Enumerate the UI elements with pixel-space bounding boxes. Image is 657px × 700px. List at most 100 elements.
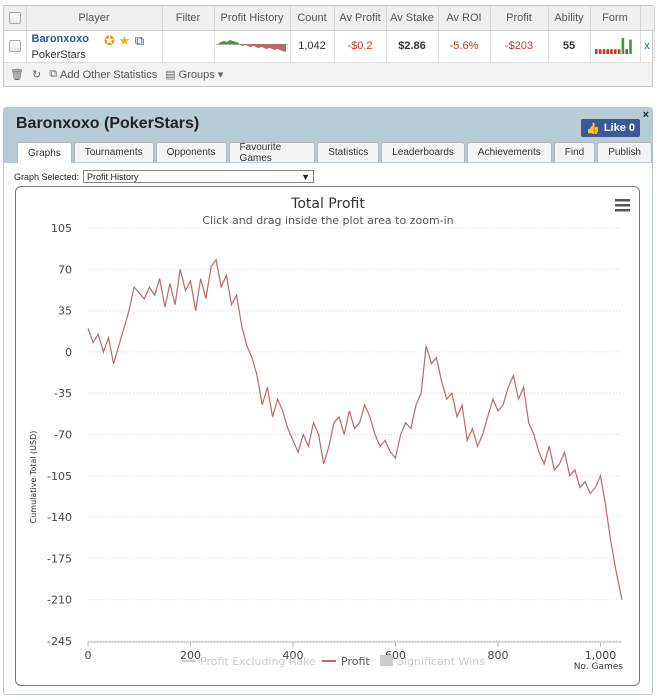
- form-bar: [602, 48, 606, 54]
- form-bar: [617, 48, 621, 54]
- form-bar: [625, 48, 628, 54]
- header-profit[interactable]: Profit: [490, 6, 549, 31]
- header-ability[interactable]: Ability: [548, 6, 591, 31]
- profit-history-cell: [214, 30, 291, 62]
- export-icon[interactable]: ⧉: [134, 32, 145, 48]
- header-player[interactable]: Player: [26, 6, 163, 31]
- legend-item-profit[interactable]: Profit: [322, 655, 370, 668]
- tab-graphs[interactable]: Graphs: [17, 142, 72, 163]
- chart-legend: Profit Excluding Rake Profit Significant…: [182, 655, 485, 668]
- tab-tournaments[interactable]: Tournaments: [73, 142, 154, 162]
- form-bar: [598, 48, 602, 54]
- player-stats-table: Player Filter Profit History Count Av Pr…: [3, 5, 655, 87]
- form-bar: [629, 39, 632, 54]
- award-icon: ✪: [104, 32, 115, 48]
- table-row: Baronxoxo PokerStars ✪ ★ ⧉: [4, 30, 655, 62]
- y-tick-label: -175: [47, 552, 72, 565]
- player-name-link[interactable]: Baronxoxo: [31, 32, 89, 45]
- header-av-profit[interactable]: Av Profit: [334, 6, 387, 31]
- stats-grid: Player Filter Profit History Count Av Pr…: [4, 6, 655, 62]
- chart-menu-icon[interactable]: [615, 199, 630, 212]
- legend-label-profit: Profit: [341, 655, 370, 668]
- close-icon[interactable]: ×: [642, 109, 649, 121]
- graph-selected-label: Graph Selected:: [14, 171, 80, 182]
- x-tick-label: 1,000: [585, 649, 617, 662]
- filter-cell[interactable]: [162, 30, 215, 62]
- stats-toolbar: 🗑 ↻ ⧉ Add Other Statistics ▤ Groups ▾: [4, 62, 652, 86]
- y-tick-label: -245: [47, 635, 72, 648]
- y-axis-label: Cumulative Total (USD): [29, 431, 38, 524]
- row-checkbox[interactable]: [4, 30, 27, 62]
- tab-favourite-games[interactable]: Favourite Games: [228, 142, 316, 164]
- groups-label: Groups: [178, 68, 215, 81]
- player-badges: ✪ ★ ⧉: [103, 32, 147, 48]
- graph-selector: Graph Selected: Profit History ▼: [14, 170, 315, 183]
- x-tick-label: 200: [180, 649, 201, 662]
- graph-select-value: Profit History: [87, 171, 139, 182]
- count-cell: 1,042: [290, 30, 335, 62]
- header-filter[interactable]: Filter: [162, 6, 215, 31]
- y-tick-label: -140: [47, 511, 72, 524]
- page-title: Baronxoxo (PokerStars): [16, 115, 200, 132]
- graph-select[interactable]: Profit History ▼: [83, 170, 315, 183]
- player-site: PokerStars: [31, 48, 86, 61]
- av-stake-cell: $2.86: [386, 30, 439, 62]
- groups-dropdown[interactable]: ▤ Groups ▾: [165, 68, 224, 82]
- header-count[interactable]: Count: [290, 6, 335, 31]
- header-profit-history[interactable]: Profit History: [214, 6, 291, 31]
- legend-item-significant-wins[interactable]: Significant Wins: [380, 655, 485, 668]
- ability-cell: 55: [548, 30, 591, 62]
- star-icon[interactable]: ★: [118, 32, 131, 48]
- add-stats-icon: ⧉: [49, 68, 58, 80]
- form-bar: [614, 48, 617, 54]
- y-tick-label: 0: [65, 346, 72, 359]
- tab-find[interactable]: Find: [553, 142, 596, 162]
- remove-row-link[interactable]: x: [640, 30, 655, 62]
- form-chart: [595, 37, 632, 54]
- form-bar: [610, 48, 613, 54]
- player-panel: Baronxoxo (PokerStars) × 👍 Like 0 Graphs…: [3, 107, 653, 695]
- y-tick-label: -70: [54, 429, 72, 442]
- legend-label-profit-excluding-rake: Profit Excluding Rake: [200, 655, 316, 668]
- total-profit-chart[interactable]: Total Profit Click and drag inside the p…: [16, 187, 640, 686]
- add-other-statistics-button[interactable]: ⧉ Add Other Statistics: [49, 68, 157, 81]
- legend-item-profit-excluding-rake[interactable]: Profit Excluding Rake: [182, 655, 316, 668]
- panel-header: Baronxoxo (PokerStars) × 👍 Like 0 Graphs…: [4, 108, 652, 164]
- add-stats-label: Add Other Statistics: [60, 68, 158, 81]
- y-tick-label: 70: [58, 263, 72, 276]
- x-tick-label: 800: [487, 649, 508, 662]
- x-axis-label: No. Games: [574, 662, 624, 672]
- chart-container[interactable]: Total Profit Click and drag inside the p…: [15, 186, 640, 686]
- profit-cell: -$203: [490, 30, 549, 62]
- profit-series-line: [87, 258, 623, 600]
- header-form[interactable]: Form: [590, 6, 641, 31]
- y-tick-label: -105: [47, 470, 72, 483]
- y-tick-label: 105: [51, 222, 72, 235]
- facebook-like-button[interactable]: 👍 Like 0: [581, 119, 640, 137]
- dropdown-arrow-icon: ▼: [301, 171, 311, 182]
- chart-title: Total Profit: [290, 196, 365, 212]
- chart-subtitle: Click and drag inside the plot area to z…: [202, 214, 453, 227]
- legend-label-significant-wins: Significant Wins: [397, 655, 485, 668]
- x-tick-label: 0: [85, 649, 92, 662]
- tab-publish[interactable]: Publish: [597, 142, 652, 162]
- tab-opponents[interactable]: Opponents: [155, 142, 227, 162]
- chevron-down-icon: ▾: [217, 69, 224, 81]
- form-bar: [595, 48, 598, 54]
- tab-achievements[interactable]: Achievements: [466, 142, 552, 162]
- refresh-icon[interactable]: ↻: [31, 69, 42, 81]
- player-cell: Baronxoxo PokerStars ✪ ★ ⧉: [26, 30, 163, 62]
- header-av-roi[interactable]: Av ROI: [438, 6, 491, 31]
- x-tick-label: 400: [282, 649, 303, 662]
- header-av-stake[interactable]: Av Stake: [386, 6, 439, 31]
- y-tick-label: -210: [47, 594, 72, 607]
- select-all-checkbox[interactable]: [4, 6, 27, 31]
- profit-sparkline: [216, 39, 288, 52]
- y-tick-label: 35: [58, 305, 72, 318]
- form-cell: [590, 30, 641, 62]
- delete-icon[interactable]: 🗑: [10, 69, 24, 81]
- tab-leaderboards[interactable]: Leaderboards: [381, 142, 465, 162]
- tab-statistics[interactable]: Statistics: [317, 142, 380, 162]
- groups-icon: ▤: [165, 69, 176, 81]
- av-roi-cell: -5.6%: [438, 30, 491, 62]
